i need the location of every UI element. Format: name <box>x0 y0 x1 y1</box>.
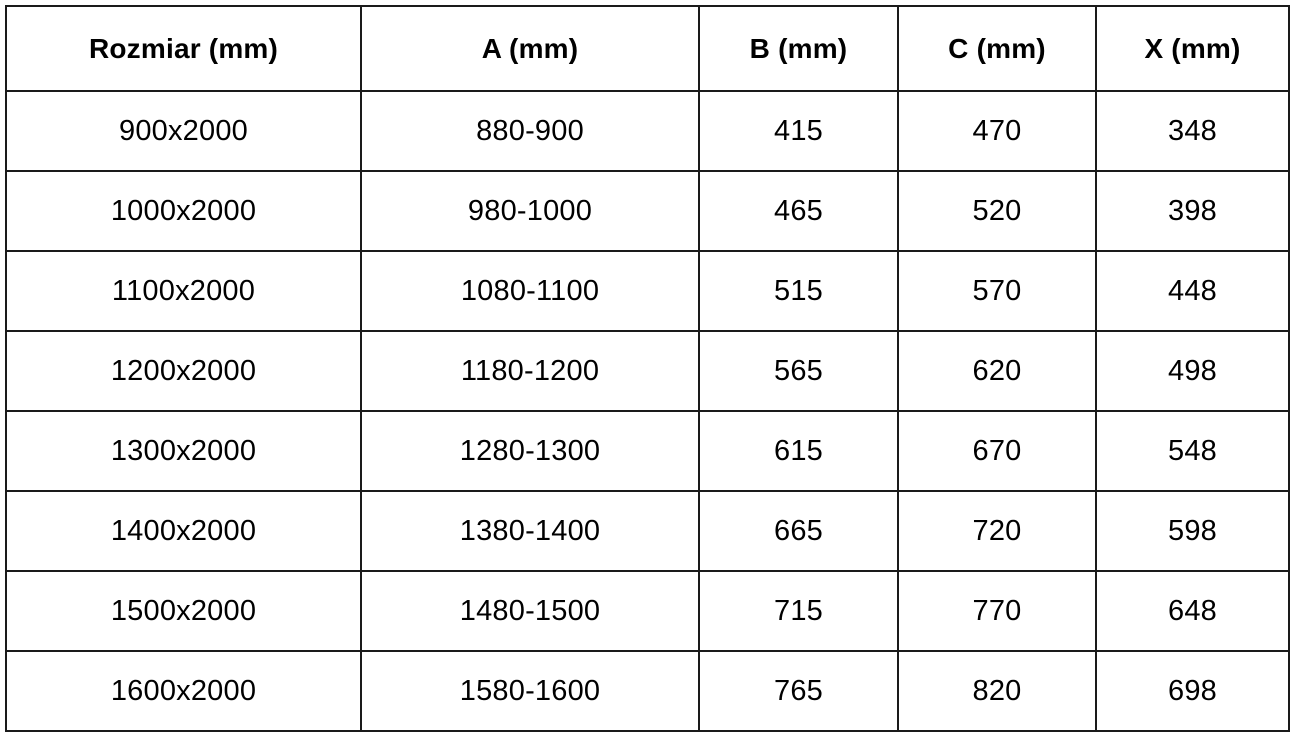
cell-a: 1480-1500 <box>360 570 700 652</box>
cell-c: 620 <box>897 330 1097 412</box>
cell-a: 1380-1400 <box>360 490 700 572</box>
column-header-b: B (mm) <box>698 5 899 92</box>
column-header-x: X (mm) <box>1095 5 1290 92</box>
cell-c: 520 <box>897 170 1097 252</box>
table-row: 1100x2000 1080-1100 515 570 448 <box>5 250 1290 332</box>
cell-b: 415 <box>698 90 899 172</box>
cell-size: 1100x2000 <box>5 250 362 332</box>
cell-c: 570 <box>897 250 1097 332</box>
cell-size: 900x2000 <box>5 90 362 172</box>
column-header-size: Rozmiar (mm) <box>5 5 362 92</box>
cell-x: 348 <box>1095 90 1290 172</box>
table-row: 1500x2000 1480-1500 715 770 648 <box>5 570 1290 652</box>
cell-x: 498 <box>1095 330 1290 412</box>
cell-a: 1580-1600 <box>360 650 700 732</box>
cell-a: 1180-1200 <box>360 330 700 412</box>
cell-b: 715 <box>698 570 899 652</box>
table-row: 1400x2000 1380-1400 665 720 598 <box>5 490 1290 572</box>
cell-c: 470 <box>897 90 1097 172</box>
cell-b: 615 <box>698 410 899 492</box>
table-header: Rozmiar (mm) A (mm) B (mm) C (mm) X (mm) <box>5 5 1290 92</box>
cell-a: 1080-1100 <box>360 250 700 332</box>
table-row: 1000x2000 980-1000 465 520 398 <box>5 170 1290 252</box>
table-row: 1600x2000 1580-1600 765 820 698 <box>5 650 1290 732</box>
size-specification-table: Rozmiar (mm) A (mm) B (mm) C (mm) X (mm)… <box>5 5 1290 732</box>
cell-a: 1280-1300 <box>360 410 700 492</box>
cell-c: 820 <box>897 650 1097 732</box>
cell-x: 548 <box>1095 410 1290 492</box>
table-row: 1200x2000 1180-1200 565 620 498 <box>5 330 1290 412</box>
cell-b: 465 <box>698 170 899 252</box>
cell-b: 665 <box>698 490 899 572</box>
table-row: 1300x2000 1280-1300 615 670 548 <box>5 410 1290 492</box>
cell-size: 1400x2000 <box>5 490 362 572</box>
cell-c: 770 <box>897 570 1097 652</box>
cell-size: 1300x2000 <box>5 410 362 492</box>
cell-c: 720 <box>897 490 1097 572</box>
column-header-c: C (mm) <box>897 5 1097 92</box>
column-header-a: A (mm) <box>360 5 700 92</box>
cell-size: 1600x2000 <box>5 650 362 732</box>
cell-x: 648 <box>1095 570 1290 652</box>
table-row: 900x2000 880-900 415 470 348 <box>5 90 1290 172</box>
table-body: 900x2000 880-900 415 470 348 1000x2000 980-100… <box>5 90 1290 732</box>
cell-a: 980-1000 <box>360 170 700 252</box>
cell-x: 398 <box>1095 170 1290 252</box>
cell-size: 1200x2000 <box>5 330 362 412</box>
cell-x: 598 <box>1095 490 1290 572</box>
cell-b: 765 <box>698 650 899 732</box>
cell-b: 565 <box>698 330 899 412</box>
cell-b: 515 <box>698 250 899 332</box>
cell-x: 448 <box>1095 250 1290 332</box>
cell-a: 880-900 <box>360 90 700 172</box>
cell-x: 698 <box>1095 650 1290 732</box>
cell-c: 670 <box>897 410 1097 492</box>
cell-size: 1500x2000 <box>5 570 362 652</box>
table-header-row: Rozmiar (mm) A (mm) B (mm) C (mm) X (mm) <box>5 5 1290 92</box>
cell-size: 1000x2000 <box>5 170 362 252</box>
